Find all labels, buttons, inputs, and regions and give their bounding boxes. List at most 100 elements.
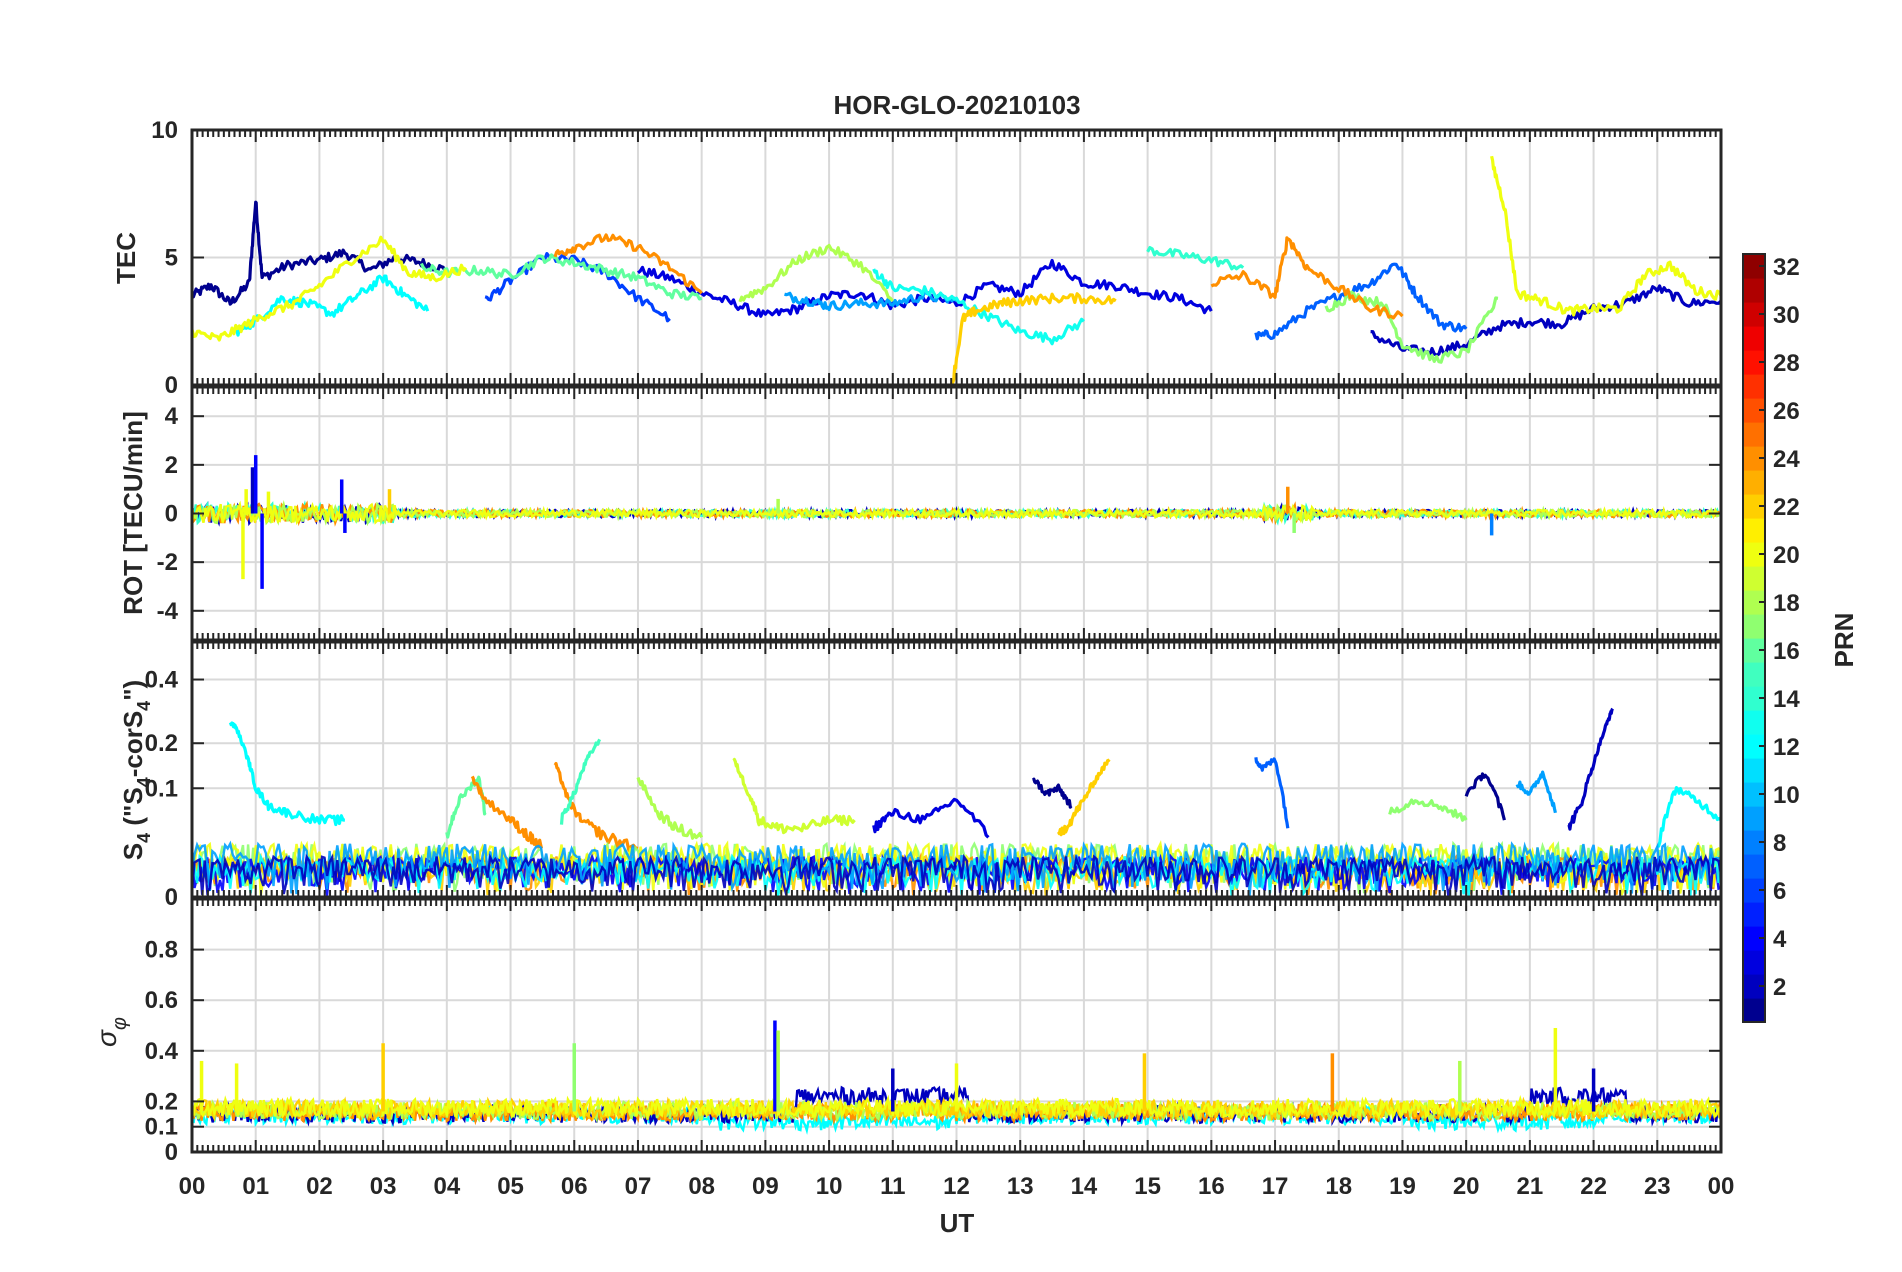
series-line-prn-9 bbox=[1515, 770, 1557, 814]
colorbar-segment bbox=[1743, 374, 1765, 399]
baseline-trace-prn-9 bbox=[190, 840, 1723, 896]
colorbar-segment bbox=[1743, 758, 1765, 783]
colorbar-segment bbox=[1743, 350, 1765, 375]
series-line-prn-20 bbox=[190, 235, 468, 342]
series-line-prn-17 bbox=[1388, 798, 1468, 822]
colorbar-tick-label: 8 bbox=[1773, 830, 1786, 857]
colorbar-segment bbox=[1743, 398, 1765, 423]
colorbar-segment bbox=[1743, 614, 1765, 639]
x-tick-label: 16 bbox=[1198, 1173, 1225, 1200]
colorbar-tick-label: 6 bbox=[1773, 878, 1786, 905]
noise-trace-prn-22 bbox=[190, 1096, 1722, 1123]
y-tick-label: 0.1 bbox=[145, 775, 178, 802]
colorbar-tick-label: 32 bbox=[1773, 254, 1800, 281]
colorbar-tick-label: 16 bbox=[1773, 638, 1800, 665]
x-tick-label: 18 bbox=[1325, 1173, 1352, 1200]
ylabel-rot: ROT [TECU/min] bbox=[118, 411, 148, 615]
colorbar-gradient bbox=[1742, 253, 1766, 1023]
colorbar-tick-label: 4 bbox=[1773, 926, 1787, 953]
series-line-prn-24 bbox=[553, 233, 703, 295]
x-tick-label: 10 bbox=[816, 1173, 843, 1200]
colorbar-segment bbox=[1743, 878, 1765, 903]
colorbar-segment bbox=[1743, 566, 1765, 591]
colorbar-segment bbox=[1743, 518, 1765, 543]
series-line-prn-6 bbox=[484, 252, 671, 323]
colorbar-tick-label: 24 bbox=[1773, 446, 1800, 473]
x-tick-label: 19 bbox=[1389, 1173, 1416, 1200]
series-line-prn-14 bbox=[1146, 246, 1245, 271]
x-tick-label: 20 bbox=[1453, 1173, 1480, 1200]
y-tick-label: 0.1 bbox=[145, 1114, 178, 1141]
colorbar-segment bbox=[1743, 326, 1765, 351]
x-tick-label: 05 bbox=[497, 1173, 524, 1200]
x-tick-label: 01 bbox=[242, 1173, 269, 1200]
y-tick-label: 0.2 bbox=[145, 1088, 178, 1115]
colorbar-tick-label: 28 bbox=[1773, 350, 1800, 377]
colorbar-segment bbox=[1743, 806, 1765, 831]
series-sigma bbox=[190, 1020, 1723, 1135]
y-tick-label: 0 bbox=[165, 501, 178, 528]
series-line-prn-7 bbox=[1254, 757, 1290, 829]
colorbar-segment bbox=[1743, 254, 1765, 279]
series-line-prn-15 bbox=[559, 738, 602, 825]
chart-title: HOR-GLO-20210103 bbox=[833, 90, 1080, 120]
baseline-trace-prn-20 bbox=[190, 840, 1722, 896]
y-tick-label: 0 bbox=[165, 1139, 178, 1166]
colorbar-segment bbox=[1743, 950, 1765, 975]
panel-sigma: 00.10.2 0.4 0.6 0.8 σφ bbox=[91, 897, 1723, 1166]
series-line-prn-22 bbox=[949, 292, 1117, 386]
series-line-prn-7 bbox=[1254, 262, 1468, 341]
series-line-prn-24 bbox=[553, 761, 639, 853]
colorbar-segment bbox=[1743, 710, 1765, 735]
x-tick-label: 00 bbox=[1708, 1173, 1735, 1200]
x-tick-label: 23 bbox=[1644, 1173, 1671, 1200]
series-line-prn-17 bbox=[1324, 290, 1499, 364]
ylabel-s4: S4 ("S4-corS4") bbox=[118, 680, 154, 860]
series-rot bbox=[190, 455, 1721, 589]
series-line-prn-18 bbox=[738, 243, 894, 303]
series-line-prn-19 bbox=[732, 757, 856, 835]
y-tick-label: 0.2 bbox=[145, 730, 178, 757]
x-tick-label: 11 bbox=[880, 1173, 905, 1200]
x-tick-label: 13 bbox=[1007, 1173, 1034, 1200]
x-tick-label: 22 bbox=[1580, 1173, 1607, 1200]
colorbar-tick-label: 14 bbox=[1773, 686, 1800, 713]
x-tick-label: 02 bbox=[306, 1173, 333, 1200]
series-s4 bbox=[190, 707, 1723, 898]
ylabel-tec: TEC bbox=[111, 232, 141, 284]
colorbar-tick-label: 20 bbox=[1773, 542, 1800, 569]
y-tick-label: 0.6 bbox=[145, 987, 178, 1014]
series-line-prn-24 bbox=[1210, 236, 1404, 320]
colorbar-segment bbox=[1743, 422, 1765, 447]
colorbar-segment bbox=[1743, 974, 1765, 999]
x-tick-label: 06 bbox=[561, 1173, 588, 1200]
series-line-prn-4 bbox=[872, 797, 990, 839]
colorbar-segment bbox=[1743, 686, 1765, 711]
colorbar-segment bbox=[1743, 638, 1765, 663]
axes-s4: 0 0.1 0.2 0.4 bbox=[145, 640, 1723, 911]
colorbar-segment bbox=[1743, 278, 1765, 303]
y-tick-label: 0.4 bbox=[145, 667, 179, 694]
colorbar-segment bbox=[1743, 446, 1765, 471]
x-tick-label: 07 bbox=[625, 1173, 652, 1200]
colorbar-tick-label: 30 bbox=[1773, 302, 1800, 329]
x-tick-label: 00 bbox=[179, 1173, 206, 1200]
grid-tec bbox=[191, 129, 1722, 386]
colorbar-segment bbox=[1743, 854, 1765, 879]
series-line-prn-22 bbox=[1056, 758, 1111, 837]
colorbar-tick-label: 22 bbox=[1773, 494, 1800, 521]
ylabel-sigma: σφ bbox=[91, 1017, 131, 1047]
x-tick-labels: 00 01 02 03 04 05 06 07 08 09 10 11 12 13 14 15 16 17 18 19… bbox=[179, 1173, 1735, 1200]
colorbar-segment bbox=[1743, 302, 1765, 327]
x-tick-label: 09 bbox=[752, 1173, 779, 1200]
x-tick-label: 04 bbox=[433, 1173, 460, 1200]
colorbar-tick-label: 26 bbox=[1773, 398, 1800, 425]
x-tick-label: 08 bbox=[688, 1173, 715, 1200]
y-tick-label: 0 bbox=[165, 884, 178, 911]
colorbar-segment bbox=[1743, 542, 1765, 567]
y-tick-label: 0 bbox=[165, 372, 178, 399]
y-tick-label: 0.4 bbox=[145, 1038, 179, 1065]
